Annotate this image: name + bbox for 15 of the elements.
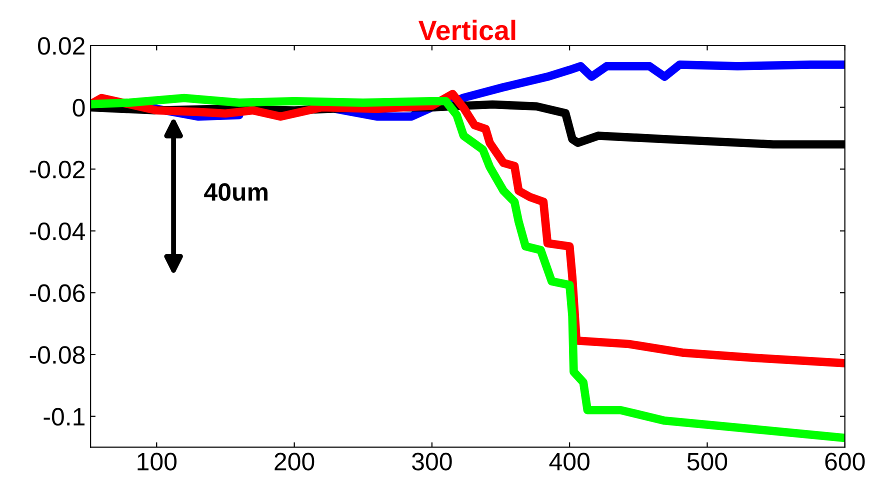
chart-title: Vertical (418, 20, 516, 40)
x-tick-label: 400 (549, 452, 590, 470)
annotation: 40um (204, 183, 268, 201)
y-tick-label: -0.02 (30, 160, 84, 178)
y-tick-label: 0 (72, 98, 85, 117)
x-tick-label: 500 (687, 452, 728, 470)
y-tick-label: -0.1 (44, 408, 85, 426)
x-tick-label: 300 (412, 452, 452, 470)
x-tick-label: 100 (138, 452, 177, 470)
x-tick-label: 600 (825, 452, 865, 470)
y-tick-label: 0.02 (38, 37, 84, 55)
y-tick-label: -0.08 (30, 346, 85, 364)
y-tick-label: -0.04 (30, 222, 85, 240)
y-tick-label: -0.06 (30, 284, 85, 302)
x-tick-label: 200 (274, 452, 314, 470)
